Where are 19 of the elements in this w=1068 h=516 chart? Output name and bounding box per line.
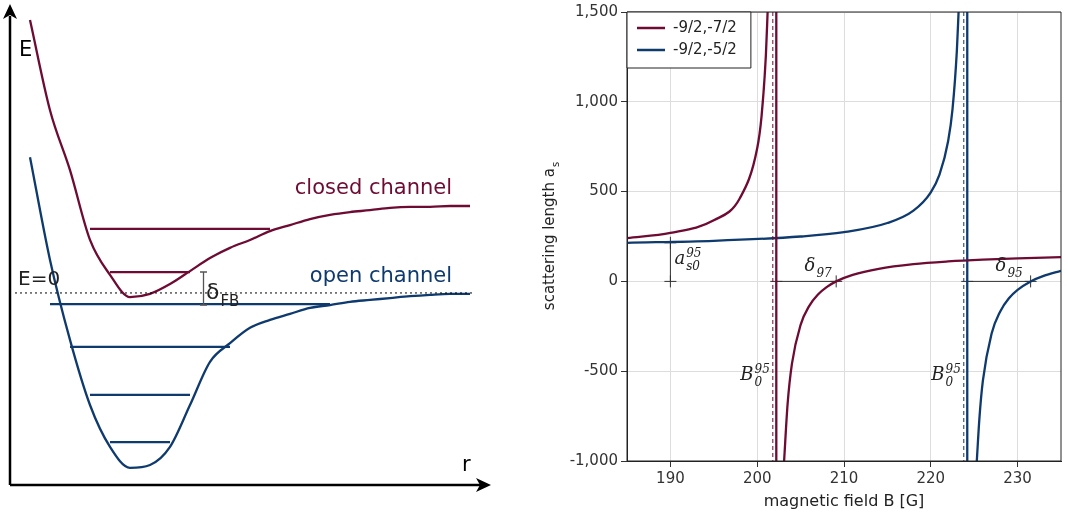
x-tick-label: 190 — [656, 468, 685, 487]
y-axis-title: scattering length as — [540, 161, 561, 311]
y-tick-label: 1,000 — [575, 91, 618, 110]
x-tick-label: 220 — [916, 468, 946, 487]
legend-label: -9/2,-7/2 — [673, 17, 737, 36]
x-axis-title: r — [462, 452, 471, 476]
y-tick-label: -1,000 — [569, 450, 618, 469]
legend-label: -9/2,-5/2 — [673, 39, 737, 58]
series-label: open channel — [309, 262, 453, 287]
y-axis-title: E — [19, 37, 33, 61]
x-tick-label: 210 — [829, 468, 859, 487]
x-tick-label: 200 — [742, 468, 772, 487]
y-tick-label: 0 — [608, 271, 618, 290]
x-axis-title: magnetic field B [G] — [763, 491, 925, 510]
y-tick-label: -500 — [583, 361, 618, 380]
y-tick-label: 500 — [589, 181, 618, 200]
y-tick-label: 1,500 — [575, 1, 618, 20]
series-label: closed channel — [294, 175, 453, 199]
x-tick-label: 230 — [1003, 468, 1032, 487]
